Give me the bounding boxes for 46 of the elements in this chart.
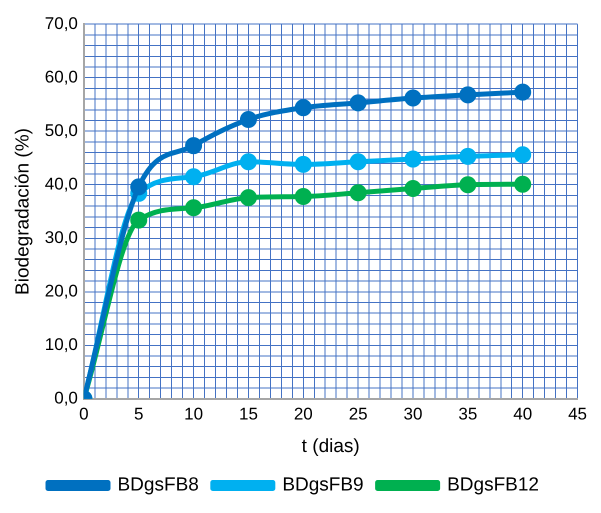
point [404,90,422,107]
point [350,184,367,202]
legend-label: BDgsFB12 [447,474,539,496]
y-tick-label: 50,0 [44,120,78,140]
x-tick-label: 45 [568,404,588,424]
point [185,199,202,216]
y-tick-label: 20,0 [44,281,78,300]
x-tick-label: 5 [134,404,144,424]
point [185,137,202,154]
point [350,94,367,112]
point [514,176,532,193]
point [185,168,202,186]
point [130,178,148,196]
point [294,188,312,206]
point [130,212,148,229]
point [240,189,257,206]
x-tick-label: 40 [513,404,532,424]
point [459,148,476,165]
x-tick-label: 10 [184,404,204,424]
point [459,176,476,194]
point [240,153,257,170]
x-tick-label: 15 [238,404,258,424]
x-tick-label: 0 [79,404,89,424]
x-tick-label: 35 [458,404,478,424]
y-tick-label: 30,0 [44,228,78,247]
point [350,153,367,170]
point [404,180,422,197]
point [404,150,422,168]
point [459,86,476,104]
y-tick-label: 10,0 [44,334,78,354]
x-tick-label: 20 [294,404,313,424]
point [294,156,312,173]
legend-label: BDgsFB8 [118,474,199,496]
point [240,110,257,128]
y-axis-title: Biodegradación (%) [12,128,34,295]
y-tick-label: 40,0 [44,174,78,194]
y-tick-label: 70,0 [44,14,78,33]
point [514,84,532,101]
y-tick-label: 0,0 [54,388,78,408]
x-axis-title: t (dias) [302,436,360,457]
point [514,146,532,164]
legend-label: BDgsFB9 [282,474,364,496]
x-tick-label: 30 [404,404,422,424]
x-tick-label: 25 [348,404,368,424]
y-tick-label: 60,0 [44,67,78,86]
point [294,99,312,116]
